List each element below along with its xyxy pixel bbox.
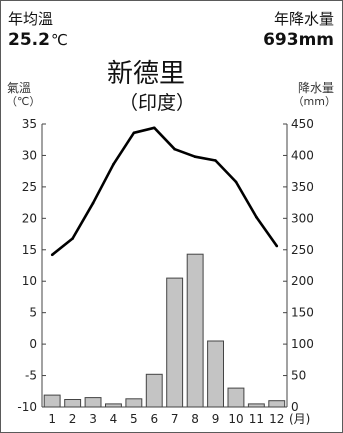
- temperature-point: [275, 244, 279, 248]
- temperature-point: [132, 131, 136, 135]
- temperature-point: [91, 201, 95, 205]
- month-label: 8: [191, 412, 199, 426]
- precip-bar: [186, 253, 204, 408]
- month-label: 10: [228, 412, 243, 426]
- temp-tick-label: 30: [22, 148, 37, 162]
- temp-tick-label: -10: [17, 400, 37, 414]
- precip-tick-label: 400: [291, 148, 314, 162]
- precip-tick-label: 250: [291, 243, 314, 257]
- annual-temp-label: 年均溫: [8, 10, 54, 28]
- month-label: 4: [110, 412, 118, 426]
- annual-precip-value: 693mm: [263, 30, 334, 50]
- temperature-point: [50, 253, 54, 257]
- precip-bar: [207, 340, 225, 408]
- chart-subtitle-country: （印度）: [119, 92, 196, 114]
- precip-bar: [105, 403, 122, 408]
- left-axis-unit: （℃）: [6, 95, 41, 108]
- temp-tick-label: 0: [29, 337, 37, 351]
- precip-bar: [166, 277, 184, 408]
- annual-temp-value: 25.2: [8, 30, 50, 50]
- left-axis-title: 氣溫: [7, 81, 32, 95]
- precip-bar: [227, 387, 245, 408]
- annual-precip-label: 年降水量: [273, 10, 334, 28]
- month-label: 11: [249, 412, 264, 426]
- temp-tick-label: 15: [22, 243, 37, 257]
- annual-temp-unit: ℃: [51, 31, 68, 49]
- x-axis-unit: (月): [289, 412, 310, 426]
- precip-tick-label: 450: [291, 117, 314, 131]
- precip-tick-label: 100: [291, 337, 314, 351]
- precip-bar: [125, 398, 143, 408]
- chart-title-city: 新德里: [107, 59, 186, 89]
- temp-tick-label: 20: [22, 211, 37, 225]
- precip-bar: [64, 399, 82, 408]
- precip-tick-label: 0: [291, 400, 299, 414]
- precip-bar: [268, 400, 286, 408]
- temperature-point: [112, 162, 115, 166]
- temp-tick-label: 35: [22, 117, 37, 131]
- precip-tick-label: 200: [291, 274, 314, 288]
- precip-tick-label: 50: [291, 369, 306, 383]
- temperature-point: [193, 155, 197, 158]
- temp-tick-label: 25: [22, 180, 37, 194]
- month-label: 3: [89, 412, 97, 426]
- temperature-point: [234, 180, 238, 184]
- month-label: 6: [150, 412, 158, 426]
- precip-tick-label: 300: [291, 211, 314, 225]
- right-axis-title: 降水量: [297, 81, 334, 95]
- temperature-point: [71, 237, 74, 240]
- temperature-line: [51, 126, 278, 256]
- precip-bar: [247, 403, 265, 408]
- month-label: 5: [130, 412, 138, 426]
- precip-tick-label: 150: [291, 306, 314, 320]
- month-label: 9: [212, 412, 220, 426]
- precip-bar: [43, 394, 61, 408]
- temperature-point: [173, 147, 176, 151]
- precip-tick-label: 350: [291, 180, 314, 194]
- month-label: 2: [69, 412, 77, 426]
- temperature-point: [214, 159, 217, 162]
- temp-tick-label: 10: [22, 274, 37, 288]
- precip-bar: [84, 397, 102, 408]
- month-label: 1: [48, 412, 56, 426]
- temp-tick-label: -5: [25, 369, 37, 383]
- temperature-point: [153, 126, 156, 130]
- temp-tick-label: 5: [29, 306, 37, 320]
- temperature-point: [255, 215, 258, 219]
- month-label: 12: [269, 412, 284, 426]
- month-label: 7: [171, 412, 179, 426]
- precip-bar: [145, 373, 163, 408]
- right-axis-unit: （mm）: [292, 95, 336, 108]
